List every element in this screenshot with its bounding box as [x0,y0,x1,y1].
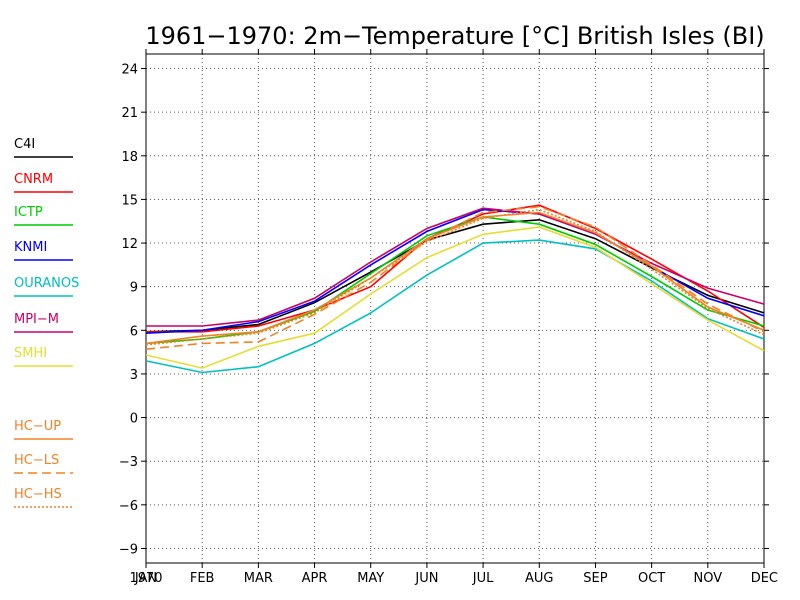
x-tick-label: SEP [583,571,607,586]
y-tick-label: 15 [121,193,138,208]
legend-label-hc-up: HC−UP [14,419,61,434]
y-tick-label: −9 [119,542,138,557]
grid-lines [146,54,764,563]
x-tick-label: MAR [244,571,273,586]
legend-label-c4i: C4I [14,137,35,152]
x-tick-label: JAN [134,571,157,586]
x-tick-label: JUN [414,571,438,586]
legend-label-mpi-m: MPI−M [14,312,59,327]
legend-label-hc-ls: HC−LS [14,453,59,468]
series-line-ouranos [145,239,765,374]
y-tick-label: 6 [130,324,138,339]
x-tick-label: DEC [751,571,778,586]
x-tick-label: APR [302,571,328,586]
series-line-cnrm [146,204,765,333]
y-tick-label: −3 [119,455,138,470]
legend-label-smhi: SMHI [14,346,47,361]
y-tick-label: −6 [119,499,138,514]
legend-label-hc-hs: HC−HS [14,487,62,502]
x-axis-year-label: 1970 [129,571,162,586]
legend-label-ictp: ICTP [14,205,43,220]
plot-frame [145,53,765,564]
y-tick-label: 3 [130,368,138,383]
x-axis: JAN FEB MAR APR MAY JUN JUL AUG SEP OCT NOV DEC [134,49,778,586]
x-tick-label: AUG [525,571,553,586]
series-line-hc-hs [145,208,765,346]
x-tick-label: FEB [190,571,215,586]
y-axis: −9 −6 −3 0 3 6 9 12 15 18 21 24 [119,63,769,557]
legend-label-cnrm: CNRM [14,172,53,187]
x-tick-label: MAY [357,571,384,586]
series-lines [145,204,765,374]
series-line-hc-ls [145,205,765,350]
series-line-c4i [145,218,765,333]
y-tick-label: 12 [121,237,138,252]
legend: C4I CNRM ICTP KNMI OURANOS MPI−M SMHI HC−UP HC−L… [14,137,79,508]
y-tick-label: 0 [130,412,138,427]
series-line-smhi [145,226,765,369]
x-tick-label: JUL [472,571,494,586]
y-tick-label: 24 [121,63,138,78]
series-line-mpi-m [146,207,765,327]
y-tick-label: 18 [121,150,138,165]
y-tick-label: 9 [130,281,138,296]
y-tick-label: 21 [121,106,138,121]
x-tick-label: NOV [694,571,723,586]
series-line-hc-up [145,211,765,345]
x-tick-label: OCT [638,571,665,586]
legend-label-ouranos: OURANOS [14,276,79,291]
chart-title: 1961−1970: 2m−Temperature [°C] British I… [145,22,764,50]
legend-label-knmi: KNMI [14,240,47,255]
